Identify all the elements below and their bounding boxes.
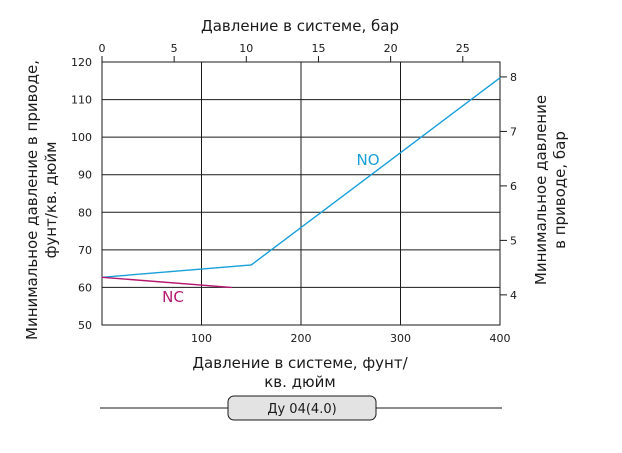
- y-tick-label-120: 120: [71, 56, 92, 69]
- top-axis-title: Давление в системе, бар: [201, 17, 399, 35]
- y-axis-title: Минимальное давление в приводе, фунт/кв.…: [23, 60, 60, 340]
- right-axis-title-line-1: Минимальное давление: [532, 95, 550, 285]
- x2-tick-label-5: 5: [171, 42, 178, 55]
- series-nc-point-1: [230, 286, 232, 289]
- y-tick-label-100: 100: [71, 131, 92, 144]
- ticks-layer: 50 60 70 80 90 100 110 120 100 200 300 400 0 5 10 15 20 2…: [71, 42, 517, 345]
- x2-tick-label-15: 15: [311, 42, 325, 55]
- x-axis-title-line-1: Давление в системе, фунт/: [192, 354, 408, 372]
- x-tick-label-400: 400: [490, 332, 511, 345]
- right-axis-title: Минимальное давление в приводе, бар: [532, 95, 569, 285]
- y2-tick-label-5: 5: [510, 234, 517, 247]
- y2-tick-label-6: 6: [510, 180, 517, 193]
- y-tick-label-70: 70: [78, 244, 92, 257]
- series-label-no: NO: [356, 151, 379, 169]
- series-nc-point-0: [101, 276, 103, 278]
- y-tick-label-50: 50: [78, 319, 92, 332]
- plot-frame: [101, 61, 501, 326]
- y-axis-title-line-1: Минимальное давление в приводе,: [23, 60, 41, 340]
- y-axis-title-line-2: фунт/кв. дюйм: [42, 142, 60, 259]
- right-axis-title-line-2: в приводе, бар: [551, 131, 569, 249]
- series-label-nc: NC: [162, 288, 184, 306]
- x2-tick-label-20: 20: [384, 42, 398, 55]
- series-no-point-1: [250, 264, 252, 266]
- size-badge-label: Ду 04(4.0): [267, 402, 336, 417]
- y2-tick-label-8: 8: [510, 71, 517, 84]
- grid: [102, 61, 501, 326]
- x2-tick-label-10: 10: [239, 42, 253, 55]
- series-no-point-2: [499, 77, 501, 79]
- x-tick-label-300: 300: [390, 332, 411, 345]
- x2-tick-label-25: 25: [456, 42, 470, 55]
- size-badge: [227, 395, 377, 421]
- y-tick-label-80: 80: [78, 206, 92, 219]
- y-tick-label-90: 90: [78, 169, 92, 182]
- series-layer: NO NC: [101, 77, 501, 306]
- x2-tick-label-0: 0: [99, 42, 106, 55]
- x-tick-label-100: 100: [191, 332, 212, 345]
- y2-tick-label-7: 7: [510, 125, 517, 138]
- series-line-nc: [101, 276, 232, 289]
- x-tick-label-200: 200: [291, 332, 312, 345]
- y-tick-label-60: 60: [78, 281, 92, 294]
- y-tick-label-110: 110: [71, 94, 92, 107]
- x-axis-title-line-2: кв. дюйм: [264, 373, 336, 391]
- y2-tick-label-4: 4: [510, 289, 517, 302]
